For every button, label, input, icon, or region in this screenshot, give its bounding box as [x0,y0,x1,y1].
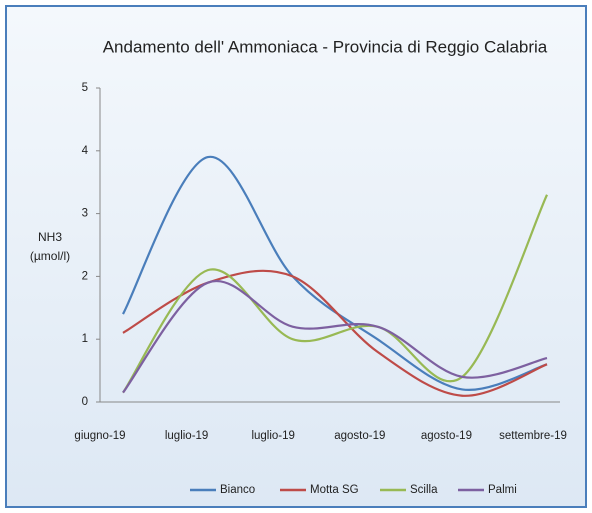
x-tick-label: luglio-19 [251,430,294,442]
x-tick-label: agosto-19 [421,430,472,442]
series-line [122,279,548,394]
x-tick-label: settembre-19 [499,430,567,442]
y-tick-label: 1 [82,333,88,345]
legend-label: Motta SG [310,484,359,496]
y-tick-label: 2 [82,270,88,282]
y-tick-label: 5 [82,82,88,94]
y-tick-label: 3 [82,208,88,220]
y-tick-label: 0 [82,396,88,408]
x-tick-label: luglio-19 [165,430,208,442]
chart-frame [5,5,587,508]
y-axis-label: NH3 [38,230,62,244]
legend-label: Scilla [410,484,438,496]
y-axis-label: (µmol/l) [30,249,70,263]
y-tick-label: 4 [82,145,89,157]
series-line [122,155,548,391]
chart-title: Andamento dell' Ammoniaca - Provincia di… [103,37,548,56]
legend-label: Bianco [220,484,255,496]
series-line [122,194,548,394]
x-tick-label: giugno-19 [74,430,125,442]
x-tick-label: agosto-19 [334,430,385,442]
legend-label: Palmi [488,484,517,496]
